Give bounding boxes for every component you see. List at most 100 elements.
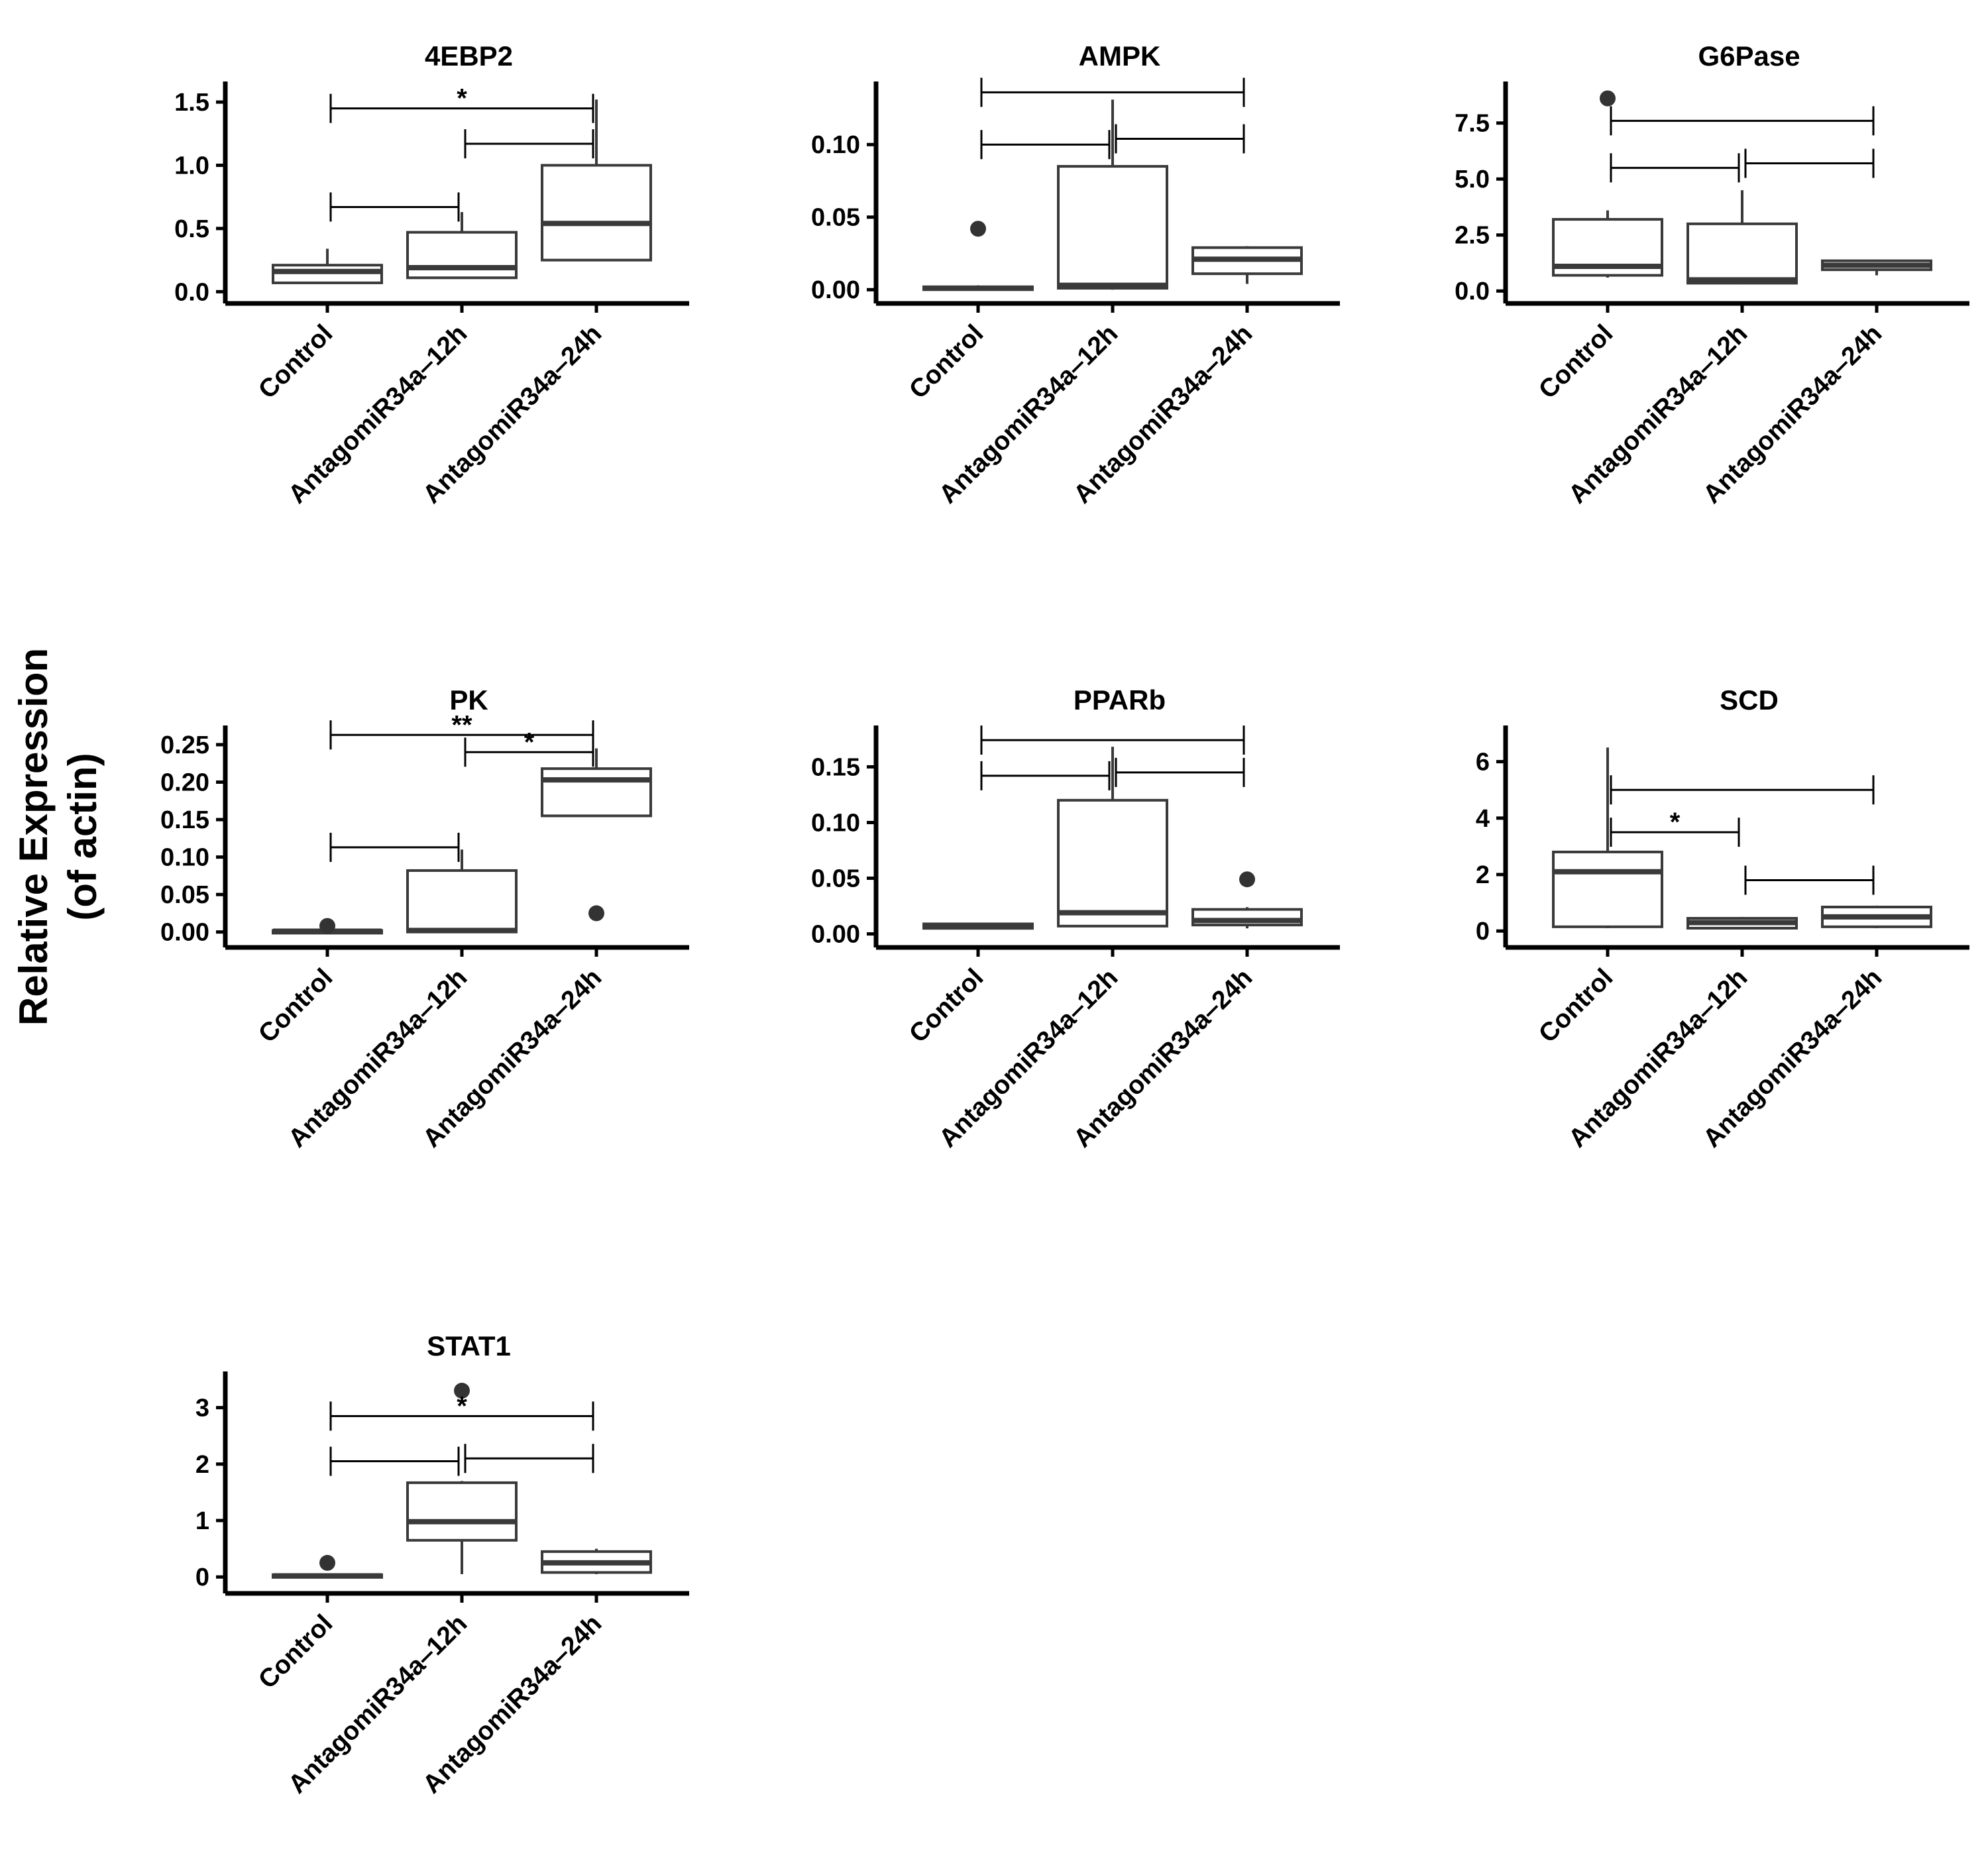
box-2 [541, 1548, 652, 1574]
box-2 [1191, 871, 1303, 929]
box-iqr [1057, 798, 1168, 928]
y-axis-label-line1: Relative Expression [11, 648, 56, 1026]
y-tick-label: 1.5 [174, 89, 209, 117]
box-iqr [406, 869, 518, 934]
box-1 [1686, 916, 1798, 930]
x-category-label: Control [253, 319, 338, 404]
box-0 [272, 918, 383, 935]
box-0 [1552, 90, 1663, 278]
y-tick-label: 0 [1476, 918, 1490, 945]
box-2 [1821, 259, 1932, 276]
panel-title: PK [449, 684, 488, 716]
panel-title: 4EBP2 [425, 40, 513, 72]
outlier-point [1600, 90, 1616, 107]
significance-bracket [1744, 148, 1875, 178]
box-2 [1821, 905, 1932, 928]
box-0 [272, 248, 383, 284]
outlier-point [319, 918, 335, 934]
box-iqr [541, 164, 652, 262]
box-1 [406, 849, 518, 934]
box-iqr [406, 1481, 518, 1542]
outlier-point [319, 1554, 335, 1571]
significance-label: * [457, 1391, 467, 1420]
x-category-label: Control [904, 319, 989, 404]
box-iqr [541, 767, 652, 818]
y-tick-label: 0.15 [811, 753, 860, 781]
y-tick-label: 0.00 [811, 921, 860, 949]
significance-label: ** [451, 710, 472, 739]
box-0 [272, 1554, 383, 1579]
y-tick-label: 0.20 [160, 769, 209, 797]
outlier-point [588, 905, 604, 922]
panel-title: AMPK [1079, 40, 1161, 72]
box-iqr [1686, 222, 1798, 285]
y-tick-label: 0.10 [811, 809, 860, 837]
significance-bracket [329, 832, 460, 862]
outlier-point [454, 1383, 470, 1399]
y-tick-label: 6 [1476, 749, 1490, 776]
box-iqr [406, 231, 518, 280]
significance-bracket [464, 129, 594, 159]
y-tick-label: 0.00 [811, 276, 860, 304]
box-0 [1552, 747, 1663, 928]
significance-label: * [524, 727, 535, 757]
panel-title: STAT1 [427, 1330, 511, 1362]
y-tick-label: 0.25 [160, 731, 209, 759]
significance-bracket [980, 725, 1245, 755]
y-axis-label-line2: (of actin) [60, 753, 105, 920]
box-1 [1686, 190, 1798, 285]
y-tick-label: 0.05 [811, 865, 860, 893]
y-tick-label: 0 [195, 1564, 209, 1591]
box-1 [1057, 747, 1168, 928]
significance-label: * [457, 84, 467, 113]
panel-title: PPARb [1074, 684, 1166, 716]
significance-bracket: * [1610, 808, 1740, 847]
box-1 [1057, 99, 1168, 290]
significance-bracket [329, 192, 460, 222]
significance-bracket: * [329, 1391, 594, 1431]
box-iqr [1057, 165, 1168, 290]
significance-bracket [464, 1444, 594, 1473]
y-tick-label: 0.0 [174, 278, 209, 306]
box-1 [406, 212, 518, 280]
y-tick-label: 2 [195, 1451, 209, 1479]
y-tick-label: 2.5 [1455, 222, 1490, 250]
significance-bracket [980, 130, 1111, 160]
y-tick-label: 3 [195, 1395, 209, 1422]
significance-bracket: ** [329, 710, 594, 750]
significance-label: * [1670, 808, 1681, 837]
y-axis-label: Relative Expression (of actin) [11, 648, 105, 1026]
significance-bracket [1115, 124, 1245, 154]
outlier-point [970, 221, 986, 237]
x-category-label: Control [1533, 963, 1618, 1048]
y-tick-label: 1 [195, 1507, 209, 1535]
y-tick-label: 0.10 [160, 844, 209, 872]
y-tick-label: 0.5 [174, 215, 209, 243]
y-tick-label: 1.0 [174, 152, 209, 180]
panel-g6pase: G6Pase0.02.55.07.5ControlAntagomiR34a‒12… [1455, 40, 1969, 509]
box-1 [406, 1383, 518, 1574]
x-category-label: Control [904, 963, 989, 1048]
significance-bracket [1115, 757, 1245, 787]
x-category-label: Control [253, 963, 338, 1048]
significance-bracket [1610, 775, 1875, 805]
box-2 [541, 748, 652, 922]
panel-4ebp2: 4EBP20.00.51.01.5ControlAntagomiR34a‒12h… [174, 40, 689, 509]
x-category-label: Control [253, 1609, 338, 1694]
significance-bracket [329, 1446, 460, 1476]
box-2 [541, 99, 652, 262]
y-tick-label: 0.10 [811, 131, 860, 159]
panel-stat1: STAT10123ControlAntagomiR34a‒12hAntagomi… [195, 1330, 689, 1799]
panel-title: G6Pase [1698, 40, 1800, 72]
significance-bracket: * [329, 84, 594, 123]
significance-bracket [980, 78, 1245, 107]
significance-bracket [980, 761, 1111, 790]
panel-scd: SCD0246ControlAntagomiR34a‒12hAntagomiR3… [1476, 684, 1969, 1153]
y-tick-label: 2 [1476, 861, 1490, 889]
y-tick-label: 0.15 [160, 806, 209, 834]
x-category-label: Control [1533, 319, 1618, 404]
y-tick-label: 5.0 [1455, 166, 1490, 193]
panels: 4EBP20.00.51.01.5ControlAntagomiR34a‒12h… [160, 40, 1969, 1799]
panel-title: SCD [1720, 684, 1779, 716]
